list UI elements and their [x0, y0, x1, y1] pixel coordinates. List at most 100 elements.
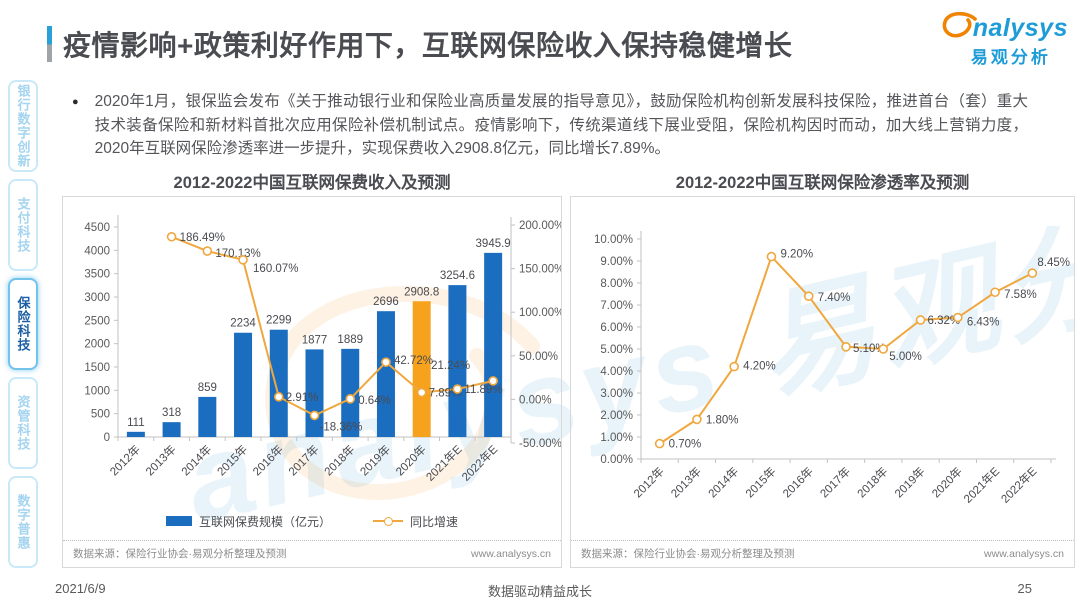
bar-2018年	[341, 348, 360, 437]
penetration-chart-source-row: 数据来源：保险行业协会·易观分析整理及预测 www.analysys.cn	[571, 540, 1074, 567]
penetration-chart-svg: 0.00% 1.00% 2.00% 3.00% 4.00% 5.00% 6.00% 7.00%…	[594, 231, 1070, 506]
footer-slogan: 数据驱动精益成长	[487, 584, 592, 599]
sidebar-item-asset-mgmt-tech[interactable]: 资管科技	[8, 377, 38, 469]
bar-value-label: 111	[127, 417, 144, 429]
summary-bullet: ● 2020年1月，银保监会发布《关于推动银行业和保险业高质量发展的指导意见》，…	[72, 90, 1028, 161]
growth-label: 186.49%	[180, 232, 225, 244]
penetration-label: 0.70%	[669, 439, 702, 451]
legend-line-swatch	[373, 516, 403, 526]
sidebar-item-insurance-tech[interactable]: 保险科技	[8, 278, 38, 370]
logo-brand-cn: 易观分析	[970, 48, 1051, 67]
x-tick: 2013年	[143, 442, 179, 478]
penetration-point-2018年	[878, 344, 889, 354]
y-tick: 3.00%	[600, 388, 633, 400]
growth-point-2019年	[381, 357, 391, 367]
bar-2022年E	[484, 252, 503, 437]
bar-value-label: 1889	[337, 334, 363, 346]
x-tick: 2018年	[854, 464, 890, 500]
sidebar-item-payment-tech[interactable]: 支付科技	[8, 179, 38, 271]
y-left-tick: 2500	[84, 315, 110, 327]
x-tick: 2015年	[214, 442, 250, 478]
charts-region: 0 500 1000 1500 2000 2500 3000 3500 4000 4500 -50.…	[62, 196, 1075, 568]
x-tick: 2018年	[321, 442, 357, 478]
x-tick: 2012年	[631, 464, 667, 500]
penetration-label: 7.40%	[818, 292, 851, 304]
x-tick: 2016年	[780, 464, 816, 500]
x-tick: 2016年	[250, 442, 286, 478]
penetration-label: 5.00%	[889, 351, 922, 363]
bar-2012年	[126, 431, 145, 437]
legend-item-growth: 同比增速	[373, 513, 458, 530]
bar-2019年	[376, 311, 395, 437]
x-tick: 2021年E	[961, 464, 1003, 506]
page-footer: 2021/6/9 数据驱动精益成长 25	[0, 579, 1080, 603]
title-accent-bar	[47, 26, 52, 62]
y-tick: 4.00%	[600, 366, 633, 378]
chart-titles: 2012-2022中国互联网保费收入及预测 2012-2022中国互联网保险渗透…	[62, 169, 1075, 193]
bar-value-label: 3945.9	[476, 238, 511, 250]
bar-value-label: 2908.8	[404, 286, 439, 298]
bar-value-label: 859	[198, 382, 217, 394]
x-tick: 2019年	[892, 464, 928, 500]
growth-label: 42.72%	[394, 355, 433, 367]
penetration-label: 6.43%	[967, 317, 1000, 329]
y-right-tick: 150.00%	[519, 264, 561, 276]
penetration-point-2020年	[953, 312, 963, 323]
legend-item-premium: 互联网保费规模（亿元）	[165, 513, 331, 530]
logo-brand-text: nalysys	[972, 13, 1068, 42]
y-right-tick: 100.00%	[519, 307, 561, 319]
x-tick: 2017年	[817, 464, 853, 500]
growth-point-2020年	[416, 387, 427, 398]
analysys-website-link[interactable]: www.analysys.cn	[471, 547, 551, 560]
y-tick: 9.00%	[600, 256, 633, 268]
sidebar-item-label: 资管科技	[15, 395, 31, 451]
growth-point-2016年	[273, 392, 284, 402]
x-tick: 2022年E	[459, 442, 501, 484]
y-tick: 2.00%	[600, 410, 633, 422]
sidebar-item-bank-digital[interactable]: 银行数字创新	[8, 80, 38, 172]
summary-text: 2020年1月，银保监会发布《关于推动银行业和保险业高质量发展的指导意见》，鼓励…	[94, 93, 1028, 158]
penetration-label: 7.58%	[1004, 289, 1037, 301]
y-left-tick: 3500	[84, 269, 110, 281]
growth-point-2015年	[238, 255, 248, 265]
growth-line	[171, 235, 494, 417]
sidebar-item-label: 银行数字创新	[15, 84, 31, 168]
penetration-point-2013年	[692, 414, 702, 425]
penetration-label: 4.20%	[743, 361, 776, 373]
bar-value-label: 1877	[302, 334, 328, 346]
bar-2013年	[162, 422, 181, 437]
x-tick: 2020年	[393, 442, 429, 478]
x-tick: 2013年	[668, 464, 704, 500]
penetration-chart-title: 2012-2022中国互联网保险渗透率及预测	[675, 174, 970, 192]
bar-value-label: 318	[162, 407, 181, 419]
growth-point-2017年	[309, 410, 320, 421]
y-left-tick: 3000	[84, 292, 110, 304]
sidebar-item-label: 保险科技	[15, 296, 31, 352]
x-tick: 2020年	[929, 464, 965, 500]
penetration-label: 9.20%	[780, 249, 813, 261]
growth-point-2013年	[166, 231, 177, 242]
analysys-website-link[interactable]: www.analysys.cn	[984, 547, 1064, 560]
penetration-point-2017年	[841, 342, 851, 352]
growth-point-2022年E	[488, 376, 498, 386]
bar-value-label: 2234	[230, 318, 256, 330]
penetration-point-2019年	[915, 315, 926, 325]
sidebar: 银行数字创新 支付科技 保险科技 资管科技 数字普惠	[8, 80, 38, 575]
y-left-tick: 1000	[84, 385, 110, 397]
x-tick: 2012年	[107, 442, 143, 478]
y-left-tick: 4500	[84, 222, 110, 234]
y-tick: 6.00%	[600, 322, 633, 334]
sidebar-item-label: 数字普惠	[15, 494, 31, 550]
penetration-point-2016年	[803, 291, 814, 301]
penetration-point-2015年	[766, 251, 777, 262]
x-tick: 2014年	[178, 442, 214, 478]
y-left-tick: 500	[91, 409, 110, 421]
penetration-point-2012年	[654, 438, 665, 449]
bar-2014年	[198, 396, 217, 437]
y-tick: 10.00%	[594, 234, 633, 246]
sidebar-item-digital-inclusion[interactable]: 数字普惠	[8, 476, 38, 568]
penetration-label: 8.45%	[1037, 257, 1070, 269]
source-label: 数据来源：保险行业协会·易观分析整理及预测	[581, 548, 795, 560]
analysys-logo: nalysys 易观分析	[938, 12, 1068, 68]
x-tick: 2019年	[357, 442, 393, 478]
